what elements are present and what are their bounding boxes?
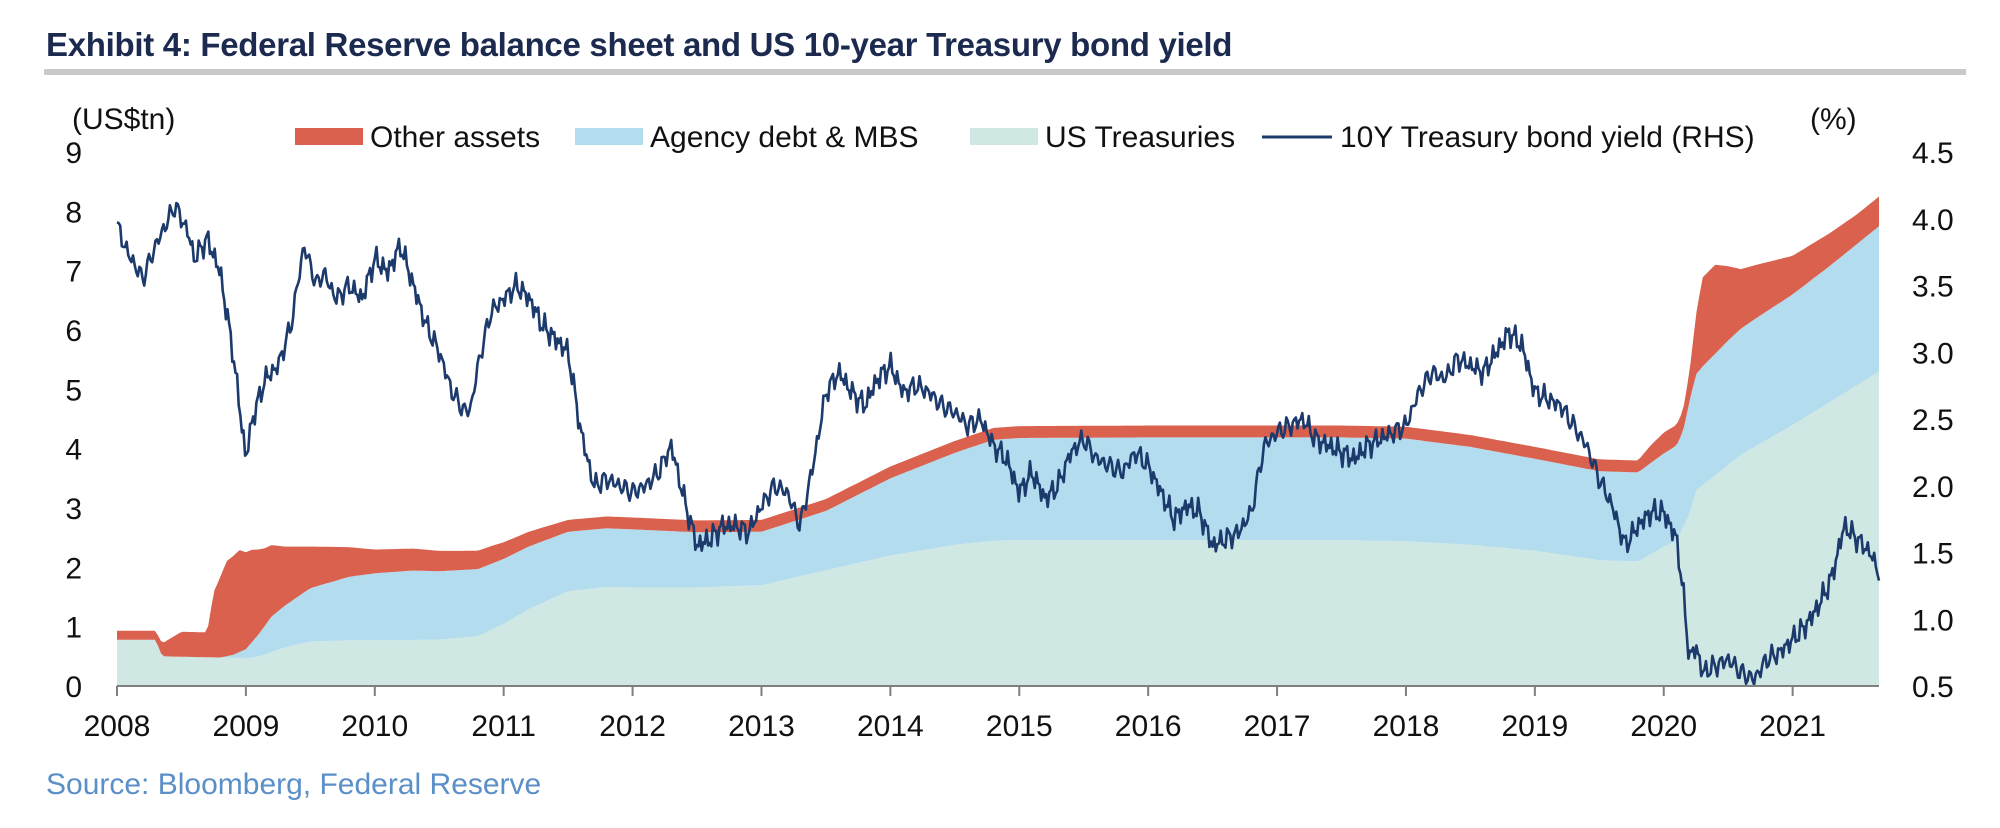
left-tick-label: 6 [65, 315, 82, 348]
left-tick-label: 5 [65, 374, 82, 407]
left-tick-label: 3 [65, 493, 82, 526]
right-tick-label: 1.0 [1912, 604, 1954, 637]
legend-label: US Treasuries [1045, 121, 1235, 154]
x-tick-label: 2020 [1630, 710, 1697, 743]
left-axis-label: (US$tn) [72, 103, 175, 136]
left-tick-label: 9 [65, 137, 82, 170]
axes: 2008 2009 2010 2011 2012 2013 2014 2015 2016 2017… [65, 103, 1953, 743]
right-tick-label: 2.0 [1912, 471, 1954, 504]
stacked-areas [117, 196, 1879, 686]
source-note: Source: Bloomberg, Federal Reserve [46, 768, 542, 801]
chart-title: Exhibit 4: Federal Reserve balance sheet… [46, 26, 1233, 63]
right-axis-label: (%) [1810, 103, 1857, 136]
x-tick-label: 2017 [1244, 710, 1311, 743]
legend-swatch [295, 128, 363, 145]
x-tick-label: 2019 [1501, 710, 1568, 743]
yield-line-group [116, 201, 1881, 686]
right-tick-label: 4.0 [1912, 204, 1954, 237]
right-tick-label: 1.5 [1912, 538, 1954, 571]
area-us-treasuries [117, 371, 1879, 686]
x-tick-label: 2009 [213, 710, 280, 743]
x-tick-label: 2016 [1115, 710, 1182, 743]
title-divider [44, 69, 1966, 75]
legend-label: 10Y Treasury bond yield (RHS) [1340, 121, 1755, 154]
left-tick-label: 4 [65, 434, 82, 467]
legend-swatch [970, 128, 1038, 145]
legend: Other assets Agency debt & MBS US Treasuri… [295, 121, 1755, 154]
area-agency-debt-mbs [117, 226, 1879, 659]
right-tick-label: 0.5 [1912, 671, 1954, 704]
legend-label: Agency debt & MBS [650, 121, 918, 154]
legend-swatch [575, 128, 643, 145]
x-tick-label: 2011 [471, 710, 536, 743]
left-tick-label: 2 [65, 552, 82, 585]
right-tick-label: 3.0 [1912, 337, 1954, 370]
x-tick-label: 2021 [1759, 710, 1826, 743]
left-tick-label: 1 [65, 612, 82, 645]
right-tick-label: 4.5 [1912, 137, 1954, 170]
x-tick-label: 2018 [1373, 710, 1440, 743]
right-tick-label: 3.5 [1912, 271, 1954, 304]
x-tick-label: 2015 [986, 710, 1053, 743]
left-tick-label: 0 [65, 671, 82, 704]
left-tick-label: 7 [65, 256, 82, 289]
right-tick-label: 2.5 [1912, 404, 1954, 437]
x-tick-label: 2010 [341, 710, 408, 743]
x-tick-label: 2008 [84, 710, 151, 743]
x-tick-label: 2014 [857, 710, 924, 743]
legend-label: Other assets [370, 121, 540, 154]
x-tick-label: 2013 [728, 710, 795, 743]
yield-line [116, 201, 1881, 686]
x-tick-label: 2012 [599, 710, 666, 743]
left-tick-label: 8 [65, 196, 82, 229]
